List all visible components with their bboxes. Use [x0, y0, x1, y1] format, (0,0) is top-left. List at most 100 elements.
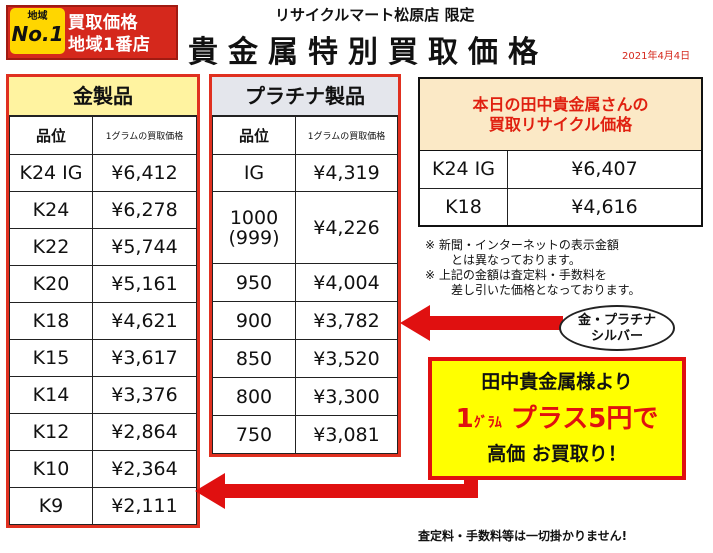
promo-unit: ｸﾞﾗﾑ: [473, 415, 502, 431]
badge-line1: 買取価格: [68, 13, 138, 33]
note-line3: ※ 上記の金額は査定料・手数料を: [425, 268, 607, 282]
platinum-grade: 750: [212, 415, 296, 454]
table-row: IG ¥4,319: [212, 154, 398, 192]
gold-grade: K22: [9, 228, 93, 266]
gold-col-grade: 品位: [9, 116, 93, 155]
gold-price: ¥2,864: [92, 413, 197, 451]
platinum-price: ¥3,300: [295, 377, 398, 416]
platinum-price: ¥3,520: [295, 339, 398, 378]
platinum-price: ¥4,226: [295, 191, 398, 264]
gold-table: 品位 1グラムの買取価格 K24 IG ¥6,412 K24 ¥6,278 K2…: [9, 116, 197, 525]
promo-line1: 田中貴金属様より: [481, 371, 633, 393]
gold-grade: K15: [9, 339, 93, 377]
platinum-grade: 950: [212, 263, 296, 302]
table-row: K24 IG ¥6,412: [9, 154, 197, 192]
table-row: K14 ¥3,376: [9, 376, 197, 414]
tanaka-header: 本日の田中貴金属さんの 買取リサイクル価格: [420, 79, 701, 151]
tanaka-header-line2: 買取リサイクル価格: [488, 115, 633, 134]
table-row: 1000 (999) ¥4,226: [212, 191, 398, 264]
table-row: 950 ¥4,004: [212, 263, 398, 302]
badge-no1-label: No.1: [11, 22, 64, 46]
gold-price: ¥6,278: [92, 191, 197, 229]
platinum-grade: 900: [212, 301, 296, 340]
speech-bubble: 金・プラチナ シルバー: [559, 305, 675, 351]
gold-price: ¥2,364: [92, 450, 197, 488]
gold-grade: K14: [9, 376, 93, 414]
gold-price: ¥5,744: [92, 228, 197, 266]
gold-price-table: 金製品 品位 1グラムの買取価格 K24 IG ¥6,412 K24 ¥6,27…: [6, 74, 200, 528]
table-row: 800 ¥3,300: [212, 377, 398, 416]
tanaka-table: K24 IG ¥6,407 K18 ¥4,616: [420, 151, 701, 225]
platinum-col-price: 1グラムの買取価格: [295, 116, 398, 155]
platinum-col-grade: 品位: [212, 116, 296, 155]
note-line2: とは異なっております。: [451, 253, 581, 267]
table-row: K20 ¥5,161: [9, 265, 197, 303]
gold-price: ¥6,412: [92, 154, 197, 192]
table-row: K9 ¥2,111: [9, 487, 197, 525]
platinum-price: ¥4,319: [295, 154, 398, 192]
table-row: K15 ¥3,617: [9, 339, 197, 377]
gold-grade: K10: [9, 450, 93, 488]
gold-grade: K18: [9, 302, 93, 340]
gold-price: ¥4,621: [92, 302, 197, 340]
arrow-to-k9-shaft: [224, 484, 469, 498]
gold-price: ¥3,376: [92, 376, 197, 414]
arrow-left-icon: [400, 305, 430, 341]
badge-line2: 地域1番店: [68, 35, 151, 55]
arrow-to-900-shaft: [428, 316, 563, 330]
gold-grade: K24: [9, 191, 93, 229]
gold-price: ¥2,111: [92, 487, 197, 525]
gold-grade: K12: [9, 413, 93, 451]
notes: ※ 新聞・インターネットの表示金額 とは異なっております。 ※ 上記の金額は査定…: [425, 238, 640, 298]
note-line1: ※ 新聞・インターネットの表示金額: [425, 238, 619, 252]
bubble-line1: 金・プラチナ: [577, 313, 656, 328]
platinum-grade: 850: [212, 339, 296, 378]
platinum-table-title: プラチナ製品: [212, 77, 398, 116]
table-row: K18 ¥4,616: [420, 187, 701, 225]
gold-table-title: 金製品: [9, 77, 197, 116]
promo-box: 田中貴金属様より 1ｸﾞﾗﾑ プラス5円で 高価 お買取り！: [428, 357, 686, 480]
platinum-price: ¥4,004: [295, 263, 398, 302]
table-row: K18 ¥4,621: [9, 302, 197, 340]
platinum-grade: IG: [212, 154, 296, 192]
gold-price: ¥3,617: [92, 339, 197, 377]
tanaka-grade: K24 IG: [420, 151, 508, 189]
date-label: 2021年4月4日: [622, 51, 691, 62]
page-title: 貴金属特別買取価格: [188, 35, 548, 70]
badge-area-label: 地域: [27, 11, 48, 22]
gold-price: ¥5,161: [92, 265, 197, 303]
note-line4: 差し引いた価格となっております。: [451, 283, 641, 297]
table-row: K24 ¥6,278: [9, 191, 197, 229]
table-row: 900 ¥3,782: [212, 301, 398, 340]
platinum-grade: 1000 (999): [212, 191, 296, 264]
tanaka-price: ¥4,616: [507, 187, 701, 225]
table-row: 850 ¥3,520: [212, 339, 398, 378]
gold-grade: K24 IG: [9, 154, 93, 192]
promo-line3: 高価 お買取り！: [487, 443, 627, 465]
bubble-line2: シルバー: [590, 329, 643, 344]
table-row: K24 IG ¥6,407: [420, 151, 701, 189]
tanaka-price: ¥6,407: [507, 151, 701, 189]
table-row: 750 ¥3,081: [212, 415, 398, 454]
promo-amount-prefix: 1: [455, 404, 474, 434]
promo-line2: 1ｸﾞﾗﾑ プラス5円で: [432, 398, 682, 435]
table-row: K12 ¥2,864: [9, 413, 197, 451]
tanaka-reference-box: 本日の田中貴金属さんの 買取リサイクル価格 K24 IG ¥6,407 K18 …: [418, 77, 703, 227]
platinum-price-table: プラチナ製品 品位 1グラムの買取価格 IG ¥4,319 1000 (999)…: [209, 74, 401, 457]
gold-col-price: 1グラムの買取価格: [92, 116, 197, 155]
table-row: K22 ¥5,744: [9, 228, 197, 266]
no1-mark: 地域 No.1: [10, 8, 65, 54]
platinum-price: ¥3,782: [295, 301, 398, 340]
promo-amount-text: プラス5円で: [510, 404, 659, 434]
store-name: リサイクルマート松原店 限定: [275, 6, 475, 24]
platinum-price: ¥3,081: [295, 415, 398, 454]
gold-grade: K20: [9, 265, 93, 303]
gold-grade: K9: [9, 487, 93, 525]
tanaka-grade: K18: [420, 187, 508, 225]
table-row: K10 ¥2,364: [9, 450, 197, 488]
tanaka-header-line1: 本日の田中貴金属さんの: [472, 95, 649, 114]
platinum-table: 品位 1グラムの買取価格 IG ¥4,319 1000 (999) ¥4,226…: [212, 116, 398, 454]
arrow-left-icon: [195, 473, 225, 509]
platinum-grade: 800: [212, 377, 296, 416]
footer-note: 査定料・手数料等は一切掛かりません!: [418, 529, 628, 543]
